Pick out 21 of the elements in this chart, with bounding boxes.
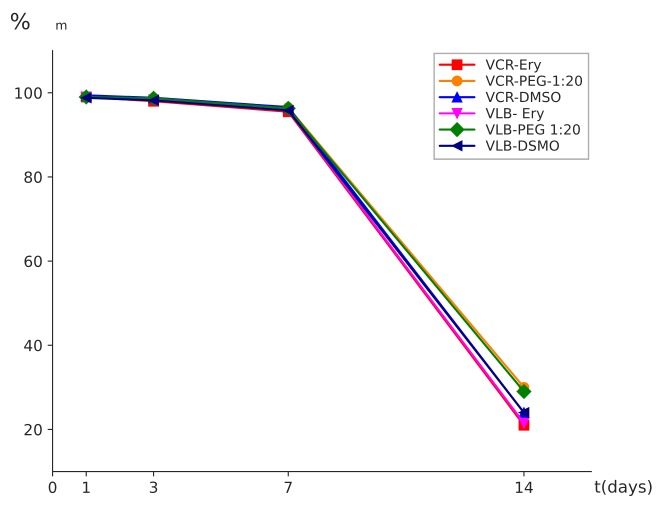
point <box>516 384 532 399</box>
x-tick-label: 14 <box>516 482 533 493</box>
legend-label: VCR-DMSO <box>486 92 560 102</box>
x-tick-label: 3 <box>150 482 158 494</box>
legend-label: VCR-PEG-1:20 <box>486 76 582 86</box>
y-tick-label: 60 <box>24 256 42 268</box>
x-tick-label: 1 <box>83 482 90 493</box>
y-tick-label: 40 <box>24 340 42 352</box>
x-axis-title: t(days) <box>594 480 652 496</box>
y-tick-label: 100 <box>15 87 42 99</box>
y-tick-label: 20 <box>24 424 42 436</box>
y-axis-title: % <box>10 12 30 30</box>
x-tick-label: 7 <box>284 482 292 493</box>
legend-label: VLB-DSMO <box>486 140 559 151</box>
y-tick-label: 80 <box>24 171 42 183</box>
legend-label: VCR-Ery <box>486 59 542 72</box>
legend-label: VLB-PEG 1:20 <box>486 124 580 135</box>
point <box>518 418 530 428</box>
text: m <box>56 22 66 30</box>
x-tick-label: 0 <box>48 482 56 494</box>
legend-label: VLB- Ery <box>486 108 544 122</box>
